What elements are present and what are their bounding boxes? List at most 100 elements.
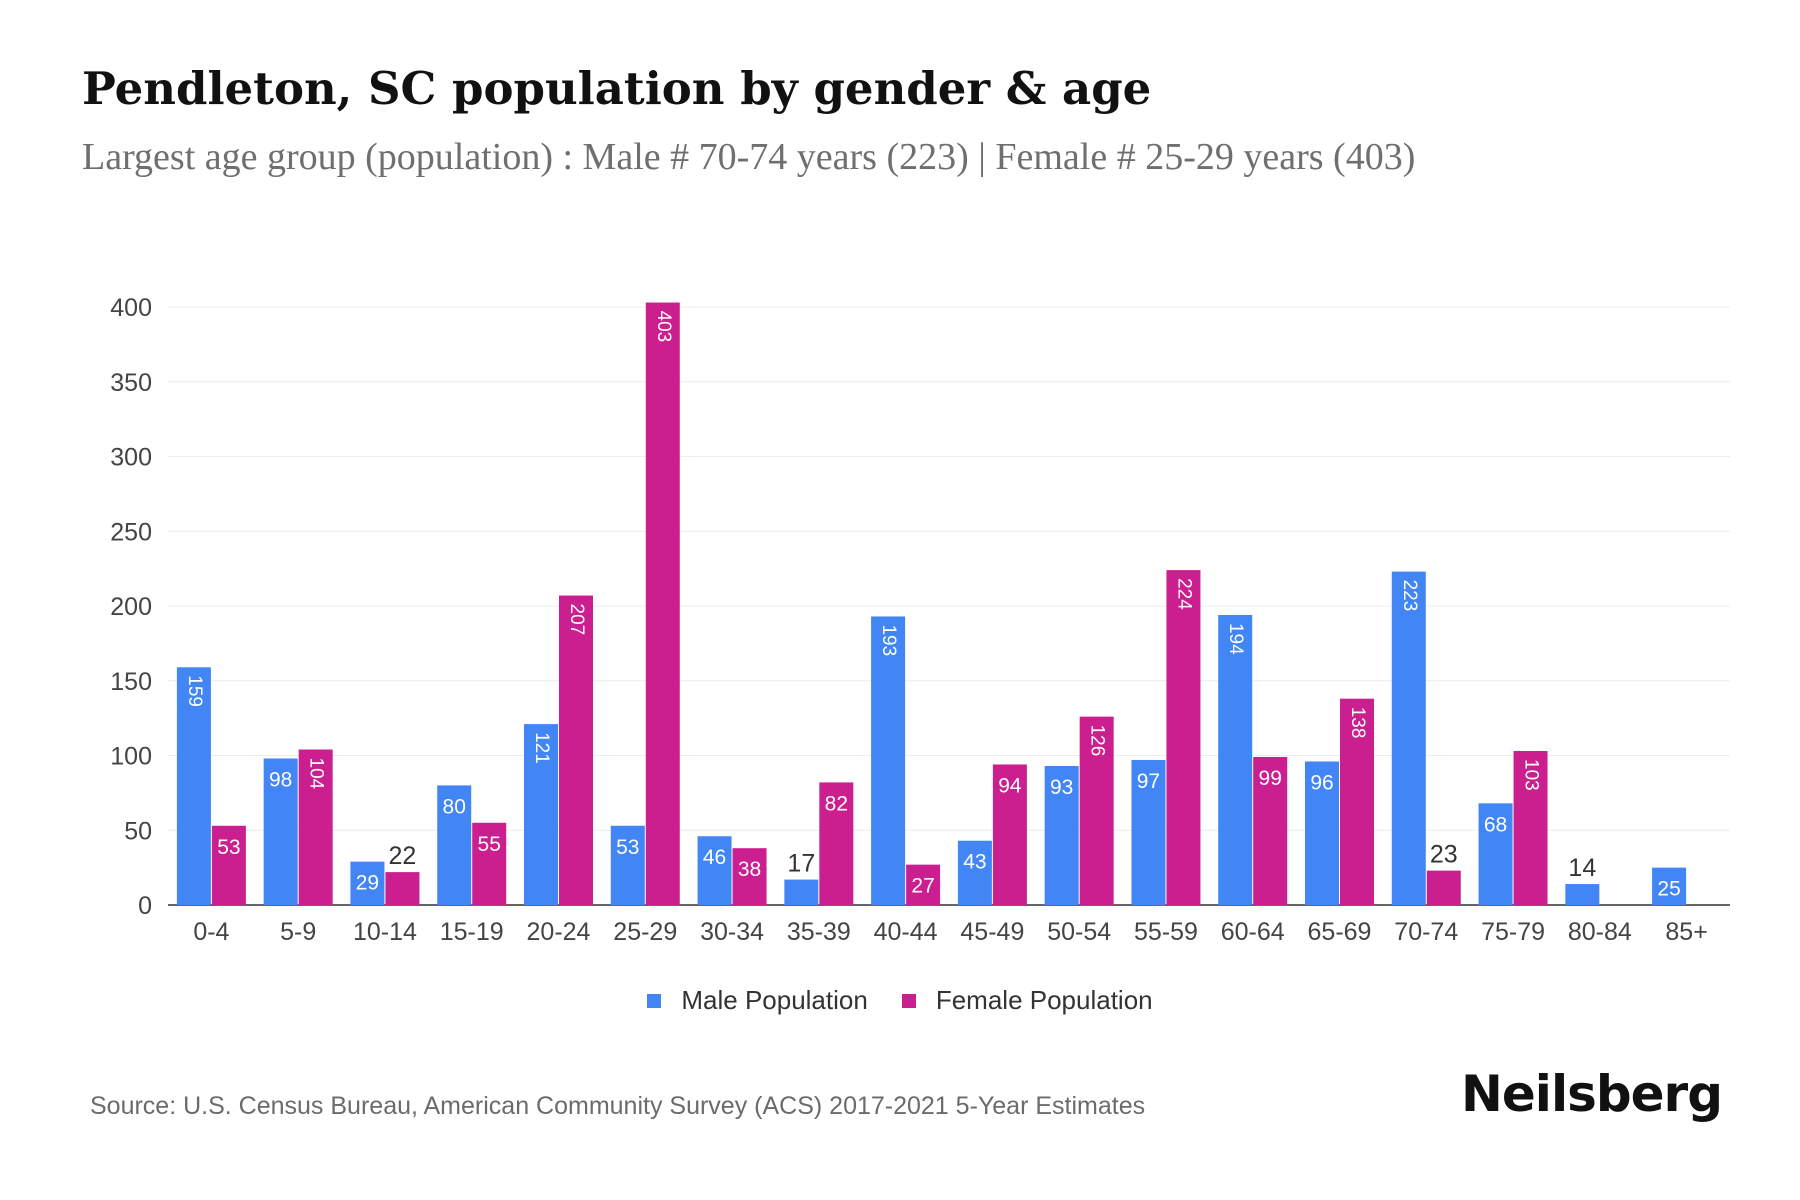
bar-male [697,836,732,905]
bar-female [819,782,854,905]
x-tick-label: 25-29 [613,918,677,946]
data-label-male: 17 [787,850,815,878]
bar-female [559,595,593,905]
bar-male [1652,867,1687,905]
data-label-female: 126 [1087,725,1108,757]
data-label-male: 93 [1050,776,1073,799]
bar-female [906,864,941,905]
data-label-male: 43 [963,851,986,874]
y-tick-label: 50 [124,817,152,845]
data-label-male: 80 [443,795,466,818]
y-tick-label: 250 [110,518,152,546]
bar-male [784,879,819,905]
x-tick-label: 50-54 [1047,918,1111,946]
bar-male [1218,614,1253,905]
y-tick-label: 400 [110,294,152,322]
bar-female [1340,698,1374,905]
source-note: Source: U.S. Census Bureau, American Com… [90,1092,1146,1120]
data-label-male: 121 [531,732,552,764]
bar-female [298,749,333,905]
x-tick-label: 5-9 [280,918,316,946]
bar-female [645,302,680,905]
bar-male [263,758,298,905]
bar-male [1478,803,1513,905]
bar-female [1426,870,1461,905]
data-label-female: 27 [911,875,934,898]
chart-subtitle: Largest age group (population) : Male # … [82,136,1416,178]
bar-male [871,616,906,905]
x-tick-label: 55-59 [1134,918,1198,946]
y-tick-label: 350 [110,369,152,397]
bar-female [211,825,246,905]
data-label-male: 68 [1484,813,1507,836]
bar-male [524,724,558,905]
bar-male [350,861,385,905]
legend-label-female: Female Population [935,985,1153,1015]
y-tick-label: 150 [110,668,152,696]
x-tick-label: 40-44 [874,918,938,946]
x-tick-label: 0-4 [193,918,229,946]
x-tick-label: 45-49 [960,918,1024,946]
data-label-male: 193 [878,624,899,656]
legend: Male Population Female Population [0,985,1800,1016]
bar-female [1253,756,1288,905]
data-label-male: 97 [1137,770,1160,793]
bar-male [1131,759,1166,905]
bar-chart: 0 50 100 150 200 250 300 350 400 159 53 0-4 98 104 5-9… [110,294,1730,946]
x-tick-label: 20-24 [527,918,591,946]
data-label-female: 22 [389,842,417,870]
legend-item-male: Male Population [647,985,868,1016]
data-label-female: 403 [653,311,674,343]
x-tick-label: 35-39 [787,918,851,946]
bar-female [992,764,1027,905]
y-tick-label: 200 [110,593,152,621]
x-tick-label: 30-34 [700,918,764,946]
x-tick-label: 85+ [1665,918,1707,946]
y-tick-label: 100 [110,743,152,771]
data-label-female: 207 [566,604,587,636]
data-label-male: 46 [703,846,726,869]
bar-female [1166,570,1201,905]
data-label-female: 104 [306,758,327,790]
bar-female [472,822,507,905]
data-label-male: 25 [1657,878,1680,901]
x-tick-label: 60-64 [1221,918,1285,946]
bar-male [1565,884,1600,905]
data-label-male: 98 [269,768,292,791]
bar-male [176,667,211,905]
x-tick-label: 15-19 [440,918,504,946]
legend-label-male: Male Population [681,985,868,1015]
y-tick-label: 300 [110,444,152,472]
data-label-female: 38 [738,858,761,881]
bar-male [610,825,645,905]
data-label-female: 138 [1347,707,1368,739]
bar-female [1513,751,1548,905]
data-label-female: 94 [998,774,1022,797]
data-label-male: 14 [1568,854,1596,882]
data-label-female: 103 [1521,759,1542,791]
data-label-female: 99 [1259,767,1282,790]
x-tick-label: 75-79 [1481,918,1545,946]
bar-male [1305,761,1339,905]
legend-swatch-female [901,993,916,1008]
bar-male [437,785,472,905]
data-label-male: 96 [1310,771,1333,794]
bar-female [732,848,767,905]
data-label-male: 159 [184,675,205,707]
data-label-female: 224 [1173,578,1194,610]
bar-male [957,840,992,905]
legend-item-female: Female Population [901,985,1153,1016]
y-tick-label: 0 [138,892,152,920]
data-label-female: 82 [825,792,848,815]
legend-swatch-male [647,993,662,1008]
data-label-female: 55 [478,833,501,856]
x-tick-label: 10-14 [353,918,417,946]
bar-female [385,872,420,905]
data-label-female: 53 [217,836,240,859]
x-tick-label: 70-74 [1394,918,1458,946]
data-label-male: 29 [356,872,379,895]
x-tick-label: 80-84 [1568,918,1632,946]
x-tick-label: 65-69 [1308,918,1372,946]
chart-title: Pendleton, SC population by gender & age [82,62,1152,115]
data-label-female: 23 [1430,841,1458,869]
